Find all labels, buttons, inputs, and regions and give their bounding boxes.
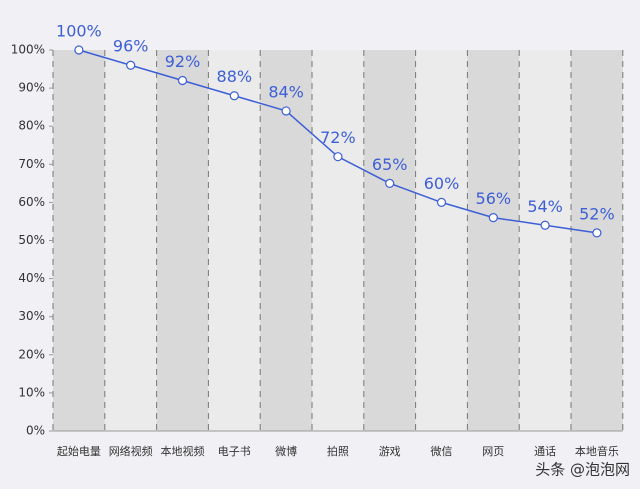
- x-tick-label: 通话: [534, 445, 556, 458]
- band: [208, 50, 261, 431]
- band: [363, 50, 416, 431]
- x-tick-label: 本地音乐: [575, 444, 619, 458]
- value-label: 88%: [217, 67, 253, 86]
- value-label: 60%: [424, 174, 460, 193]
- y-tick-label: 60%: [18, 195, 45, 209]
- x-tick-label: 电子书: [218, 445, 251, 458]
- x-tick-label: 起始电量: [57, 444, 101, 458]
- value-label: 56%: [476, 189, 512, 208]
- x-tick-label: 网络视频: [109, 444, 153, 458]
- point: [281, 106, 291, 116]
- x-tick-label: 微信: [431, 444, 453, 458]
- point: [126, 60, 136, 70]
- band: [104, 50, 157, 431]
- y-tick-label: 90%: [18, 81, 45, 95]
- band: [312, 50, 364, 431]
- value-label: 92%: [165, 52, 201, 71]
- point: [177, 75, 188, 86]
- x-tick-label: 拍照: [327, 444, 349, 458]
- band: [156, 50, 209, 431]
- y-tick-label: 40%: [18, 271, 45, 285]
- point: [74, 45, 84, 55]
- band: [571, 50, 623, 431]
- band: [519, 50, 571, 431]
- y-tick-label: 100%: [11, 43, 45, 57]
- point: [436, 197, 447, 207]
- point: [592, 228, 602, 238]
- point: [229, 91, 239, 101]
- value-label: 54%: [527, 197, 563, 216]
- x-tick-label: 微博: [275, 444, 297, 458]
- x-tick-label: 游戏: [379, 445, 401, 458]
- watermark: 头条 @泡泡网: [535, 461, 630, 479]
- y-tick-label: 80%: [18, 119, 45, 133]
- y-tick-label: 10%: [18, 385, 45, 399]
- x-tick-label: 本地视频: [161, 444, 205, 458]
- value-label: 52%: [579, 204, 615, 223]
- point: [540, 220, 550, 230]
- point: [385, 178, 395, 188]
- y-tick-label: 70%: [18, 157, 45, 171]
- band: [53, 50, 105, 431]
- y-tick-label: 20%: [18, 347, 45, 361]
- band: [467, 50, 520, 431]
- y-tick-label: 30%: [18, 309, 45, 323]
- band: [415, 50, 468, 431]
- value-label: 96%: [113, 37, 149, 56]
- value-label: 100%: [56, 22, 102, 41]
- y-tick-label: 50%: [18, 233, 45, 247]
- value-label: 65%: [372, 155, 408, 174]
- value-label: 84%: [268, 82, 304, 101]
- point: [333, 152, 343, 162]
- value-label: 72%: [320, 128, 356, 147]
- point: [488, 213, 498, 223]
- y-tick-label: 0%: [26, 424, 45, 438]
- x-tick-label: 网页: [482, 445, 504, 458]
